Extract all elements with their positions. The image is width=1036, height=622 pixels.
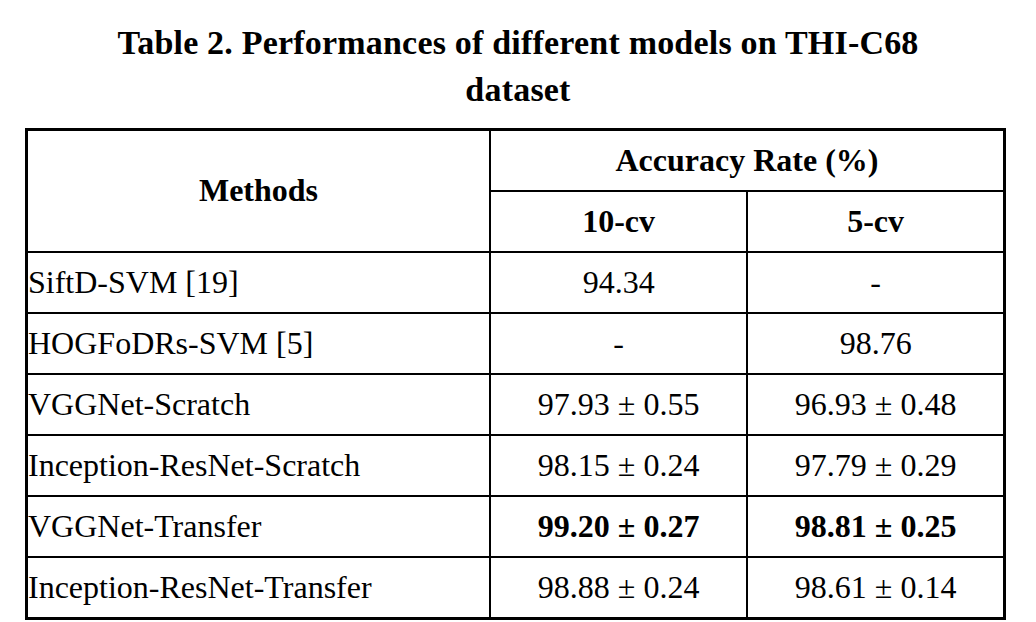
column-header-methods: Methods (27, 129, 491, 252)
method-name-cell: Inception-ResNet-Scratch (27, 435, 491, 496)
header-row-1: Methods Accuracy Rate (%) (27, 129, 1005, 191)
paper-figure-page: Table 2. Performances of different model… (0, 0, 1036, 622)
accuracy-10cv-cell: 99.20 ± 0.27 (490, 496, 747, 557)
table-row: VGGNet-Scratch 97.93 ± 0.55 96.93 ± 0.48 (27, 374, 1005, 435)
results-table: Methods Accuracy Rate (%) 10-cv 5-cv Sif… (25, 128, 1006, 620)
results-table-body: SiftD-SVM [19] 94.34 - HOGFoDRs-SVM [5] … (27, 252, 1005, 619)
method-name-cell: HOGFoDRs-SVM [5] (27, 313, 491, 374)
accuracy-5cv-cell: 98.76 (747, 313, 1004, 374)
table-caption: Table 2. Performances of different model… (68, 20, 968, 114)
method-name-cell: Inception-ResNet-Transfer (27, 557, 491, 619)
method-name-cell: VGGNet-Scratch (27, 374, 491, 435)
accuracy-5cv-cell: 98.61 ± 0.14 (747, 557, 1004, 619)
table-row: HOGFoDRs-SVM [5] - 98.76 (27, 313, 1005, 374)
column-header-5cv: 5-cv (747, 191, 1004, 252)
table-caption-line1: Table 2. Performances of different model… (68, 20, 968, 67)
results-table-header: Methods Accuracy Rate (%) 10-cv 5-cv (27, 129, 1005, 252)
accuracy-5cv-cell: 98.81 ± 0.25 (747, 496, 1004, 557)
accuracy-10cv-cell: 94.34 (490, 252, 747, 313)
method-name-cell: SiftD-SVM [19] (27, 252, 491, 313)
accuracy-5cv-cell: - (747, 252, 1004, 313)
table-caption-line2: dataset (68, 67, 968, 114)
table-row: Inception-ResNet-Scratch 98.15 ± 0.24 97… (27, 435, 1005, 496)
table-row: VGGNet-Transfer 99.20 ± 0.27 98.81 ± 0.2… (27, 496, 1005, 557)
column-group-header-accuracy-rate: Accuracy Rate (%) (490, 129, 1005, 191)
accuracy-10cv-cell: 97.93 ± 0.55 (490, 374, 747, 435)
accuracy-5cv-cell: 97.79 ± 0.29 (747, 435, 1004, 496)
accuracy-10cv-cell: - (490, 313, 747, 374)
accuracy-10cv-cell: 98.15 ± 0.24 (490, 435, 747, 496)
table-row: SiftD-SVM [19] 94.34 - (27, 252, 1005, 313)
accuracy-5cv-cell: 96.93 ± 0.48 (747, 374, 1004, 435)
table-row: Inception-ResNet-Transfer 98.88 ± 0.24 9… (27, 557, 1005, 619)
accuracy-10cv-cell: 98.88 ± 0.24 (490, 557, 747, 619)
method-name-cell: VGGNet-Transfer (27, 496, 491, 557)
column-header-10cv: 10-cv (490, 191, 747, 252)
